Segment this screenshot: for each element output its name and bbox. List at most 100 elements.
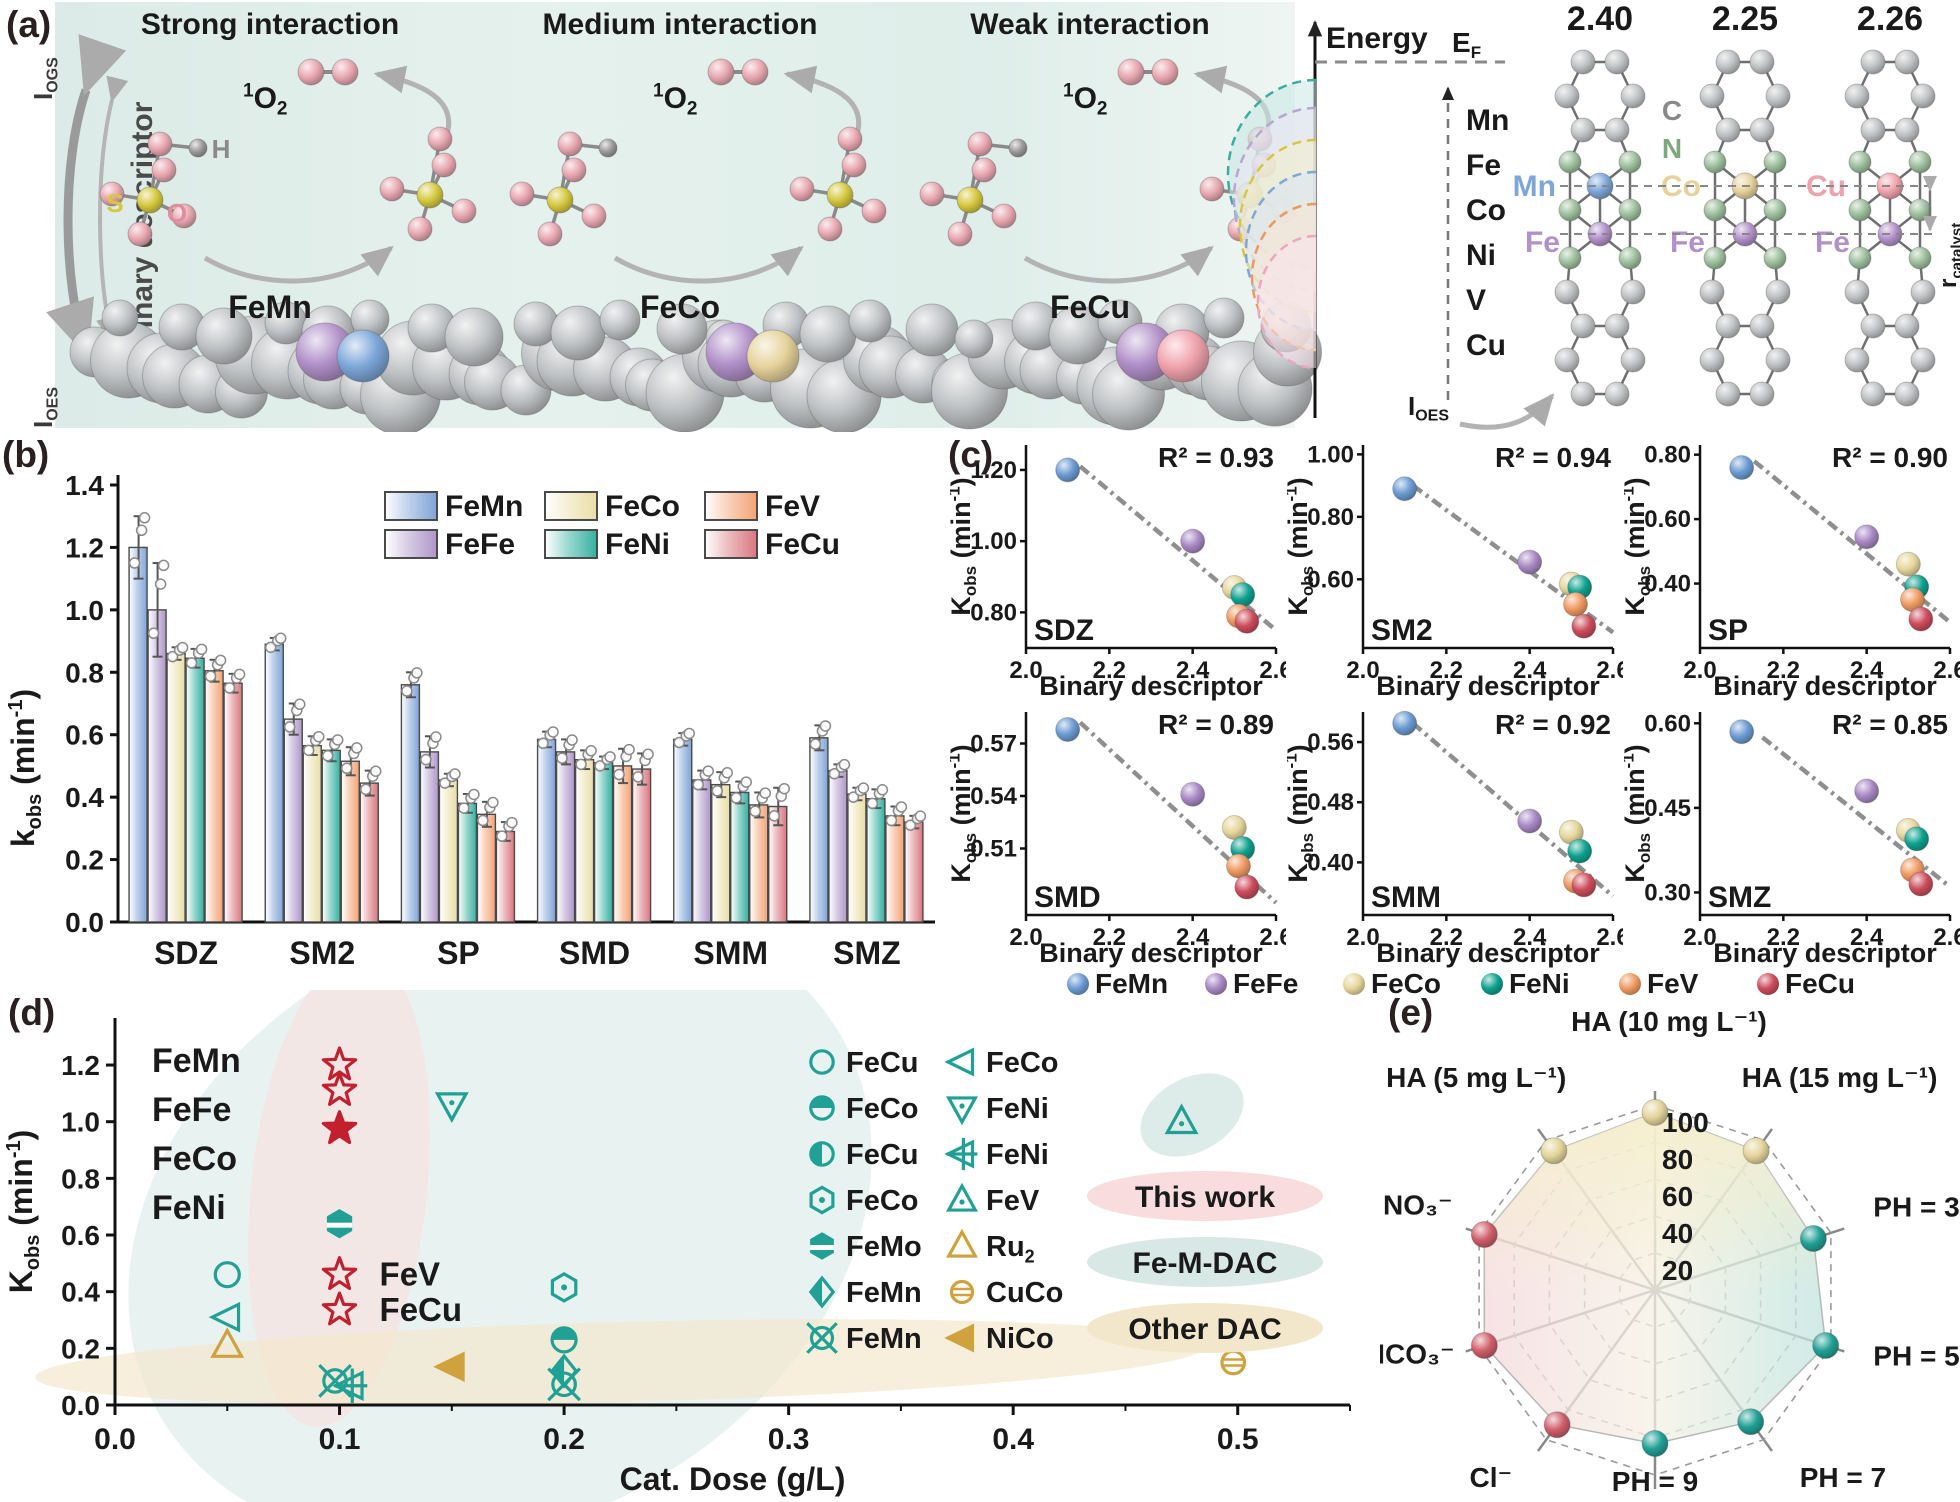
x-tick-label: 2.4: [1513, 657, 1547, 684]
marker-dot: [449, 1100, 455, 1106]
panel-e-svg: 20 40 60 80 100 HA (10 mg L⁻¹) HA (15 mg L⁻¹) P…: [1365, 1006, 1960, 1497]
data-point-jitter: [768, 810, 780, 822]
bar: [359, 782, 379, 923]
marker-dot: [819, 1197, 825, 1203]
data-point-jitter: [904, 819, 917, 831]
c-atom: [1844, 83, 1870, 109]
y-tick-label: 0.4: [65, 782, 104, 813]
trend-line: [1411, 483, 1615, 635]
oxygen-atom: [127, 221, 153, 247]
c-atom: [1749, 313, 1775, 339]
data-point-jitter: [176, 641, 189, 654]
cluster-sphere: [1203, 297, 1245, 339]
cluster-sphere: [848, 299, 892, 343]
marker-circle-open: [213, 1261, 241, 1289]
data-point-jitter: [866, 797, 879, 810]
data-point-jitter: [303, 744, 315, 757]
n-legend-label: N: [1662, 133, 1682, 164]
cluster-sphere: [905, 303, 959, 357]
bar: [631, 768, 652, 923]
subplot-name: SMM: [1371, 881, 1441, 914]
y-tick-label: 1.0: [65, 595, 104, 626]
x-tick-label: 2.4: [1513, 924, 1547, 951]
legend-marker-FeFe: [1205, 973, 1227, 995]
data-point-jitter: [749, 805, 761, 817]
scatter-point-FeCu: [1908, 606, 1934, 632]
data-point-jitter: [284, 721, 296, 733]
c-atom: [1554, 347, 1580, 373]
y-tick-label: 0.60: [1307, 566, 1354, 593]
data-point-jitter: [195, 643, 208, 656]
subplot-name: SDZ: [1034, 614, 1094, 647]
y-tick-label: 0.0: [65, 907, 104, 938]
data-point-jitter: [496, 830, 508, 842]
legend-label: FeCu: [1785, 968, 1855, 999]
x-tick-label: 2.6: [1259, 924, 1286, 951]
d-legend-label: FeCu: [846, 1139, 919, 1171]
n-atom: [1763, 150, 1787, 174]
bar: [904, 821, 924, 923]
scatter-point-FeNi: [1904, 826, 1930, 852]
legend-label: FeMn: [1095, 968, 1168, 999]
data-point-jitter: [575, 758, 587, 771]
marker-dot: [1178, 1121, 1185, 1127]
bar: [166, 652, 186, 923]
bar: [128, 546, 148, 923]
c-atom: [1894, 49, 1920, 75]
n-atom: [1558, 150, 1582, 174]
i-ogs-label: IOGS: [28, 57, 62, 100]
marker: [550, 1326, 578, 1354]
data-point-jitter: [487, 796, 499, 809]
this-work-star: [321, 1291, 358, 1326]
c-atom: [1860, 117, 1886, 143]
bar: [574, 758, 595, 923]
c-atom: [1554, 279, 1580, 305]
legend-label: FeFe: [445, 528, 515, 561]
x-tick-label: 2.6: [1933, 657, 1960, 684]
x-tick-label: 2.0: [1346, 657, 1379, 684]
ioes-axis-label: IOES: [1408, 391, 1449, 425]
binary-descriptor-arrow: [46, 34, 127, 358]
legend-swatch: [704, 529, 758, 559]
c-ylabel: Kobs (min-1): [1624, 477, 1654, 615]
y-tick-label: 0.0: [61, 1390, 100, 1421]
n-atom: [1848, 198, 1872, 222]
marker: [945, 1182, 979, 1212]
data-point-jitter: [128, 557, 141, 569]
sulfur-atom: [826, 181, 854, 209]
legend-swatch: [544, 491, 598, 521]
data-point-jitter: [673, 736, 685, 749]
panel-d-label: (d): [8, 992, 56, 1033]
legend-marker-FeCu: [1757, 973, 1779, 995]
panel-c-legend: FeMn FeFe FeCo FeNi FeV FeCu: [1067, 968, 1855, 999]
bar: [828, 769, 848, 923]
bar: [204, 670, 224, 923]
scatter-point-FeMn: [1392, 476, 1418, 502]
i-oes-label: IOES: [28, 387, 62, 428]
legend-label: FeNi: [1509, 968, 1570, 999]
data-point-jitter: [759, 787, 771, 799]
marker: [809, 1185, 835, 1215]
oxygen-atom: [379, 176, 405, 202]
n-atom: [1703, 198, 1727, 222]
legend-swatch: [384, 529, 438, 559]
cluster-sphere: [444, 307, 504, 367]
n-atom: [1618, 150, 1642, 174]
data-point-jitter: [885, 814, 898, 827]
c-atom: [1894, 381, 1920, 407]
c-atom: [1715, 381, 1741, 407]
bar: [612, 765, 633, 923]
oxygen-atom: [99, 181, 125, 207]
bond-length-value: 2.25: [1712, 0, 1778, 38]
radar-point: [1540, 1137, 1568, 1165]
subplot-name: SP: [1708, 614, 1748, 647]
arrow-reaction: [613, 245, 804, 284]
radar-point: [1641, 1430, 1669, 1458]
d-legend-label: FeCo: [986, 1047, 1059, 1079]
category-label: SDZ: [154, 935, 218, 971]
marker-circle-open: [809, 1049, 835, 1075]
c-ylabel: Kobs (min-1): [950, 477, 980, 615]
data-point-jitter: [711, 785, 723, 797]
y-tick-label: 0.2: [65, 845, 104, 876]
scatter-point-FeMn: [1729, 719, 1755, 745]
